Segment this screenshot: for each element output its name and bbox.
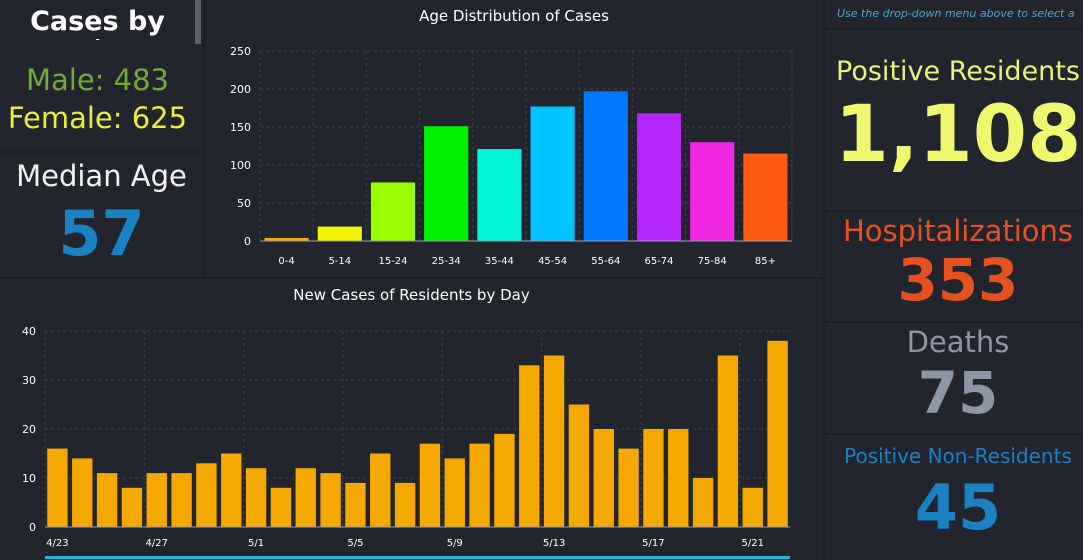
bar (519, 365, 540, 527)
median-age-panel: Median Age 57 (0, 153, 203, 277)
bar (320, 473, 341, 527)
x-tick-label: 75-84 (698, 256, 727, 267)
x-tick-label: 25-34 (432, 256, 461, 267)
x-tick-label: 5/17 (642, 538, 664, 549)
bar (196, 463, 217, 527)
gender-subtitle: - (95, 32, 100, 46)
bar (477, 149, 522, 241)
y-tick-label: 100 (230, 159, 251, 172)
bar (370, 182, 416, 241)
daily-cases-chart: 0 10 20 30 40 4/23 4/27 5/1 5/5 5/9 5/13 5/17 5/21 (22, 325, 790, 549)
x-tick-label: 0-4 (278, 256, 294, 267)
bar (245, 468, 267, 527)
bar (419, 443, 441, 527)
female-count: Female: 625 (7, 101, 188, 135)
hospitalizations-label: Hospitalizations (842, 214, 1074, 248)
x-tick-label: 4/27 (146, 538, 168, 549)
bar (444, 458, 465, 527)
x-tick-label: 55-64 (591, 256, 620, 267)
positive-non-residents-panel: Positive Non-Residents 45 (825, 435, 1083, 560)
bar (717, 355, 739, 527)
bar (636, 113, 682, 241)
bar (424, 126, 469, 241)
bar (583, 91, 628, 241)
bar (743, 153, 788, 241)
age-chart-title: Age Distribution of Cases (419, 7, 609, 25)
bar (146, 473, 167, 527)
bar (690, 142, 735, 241)
x-tick-label: 5/9 (447, 538, 463, 549)
scrollbar-thumb[interactable] (195, 0, 201, 44)
bar (171, 473, 192, 527)
bar (543, 355, 565, 527)
gender-panel: Cases by - Male: 483 Female: 625 (0, 0, 203, 151)
x-tick-label: 35-44 (485, 256, 514, 267)
x-tick-label: 4/23 (46, 538, 68, 549)
x-tick-label: 85+ (755, 256, 776, 267)
male-count: Male: 483 (25, 63, 170, 97)
x-tick-label: 45-54 (538, 256, 567, 267)
bar (618, 448, 639, 527)
positive-non-residents-label: Positive Non-Residents (844, 444, 1072, 468)
y-tick-label: 0 (244, 235, 251, 248)
bar (568, 404, 590, 527)
daily-chart-title: New Cases of Residents by Day (293, 286, 530, 304)
x-tick-label: 65-74 (644, 256, 673, 267)
age-distribution-panel: Age Distribution of Cases 0 50 100 150 200 25… (205, 0, 823, 277)
gender-title: Cases by (30, 6, 165, 37)
daily-cases-panel: New Cases of Residents by Day 0 10 20 30 40 4… (0, 279, 823, 560)
x-tick-label: 5-14 (328, 256, 351, 267)
bar (767, 340, 788, 527)
bar (121, 487, 143, 527)
chart-scrollbar[interactable] (45, 556, 790, 559)
x-tick-label: 5/5 (347, 538, 363, 549)
bar (742, 487, 763, 527)
median-age-value: 57 (58, 197, 145, 270)
bar (264, 237, 309, 241)
y-tick-label: 20 (22, 423, 36, 436)
positive-residents-label: Positive Residents (836, 56, 1080, 87)
deaths-panel: Deaths 75 (825, 323, 1083, 433)
bar (593, 429, 614, 527)
bar (494, 433, 515, 527)
bar (295, 468, 316, 527)
deaths-value: 75 (917, 359, 999, 427)
bar (692, 478, 714, 527)
y-tick-label: 40 (22, 325, 36, 338)
hint-panel: Use the drop-down menu above to select a (825, 0, 1083, 28)
y-tick-label: 30 (22, 374, 36, 387)
y-tick-label: 10 (22, 472, 36, 485)
x-tick-label: 5/21 (742, 538, 764, 549)
hospitalizations-panel: Hospitalizations 353 (825, 212, 1083, 321)
bar (47, 448, 68, 527)
deaths-label: Deaths (906, 325, 1010, 359)
x-tick-label: 5/13 (543, 538, 565, 549)
x-tick-label: 5/1 (248, 538, 264, 549)
median-age-label: Median Age (16, 159, 187, 193)
bar (317, 226, 362, 241)
y-tick-label: 0 (29, 521, 36, 534)
bar (668, 429, 689, 527)
bar (96, 473, 118, 527)
bar (394, 482, 416, 527)
x-tick-label: 15-24 (378, 256, 407, 267)
bar (221, 453, 242, 527)
bar (530, 106, 575, 241)
hospitalizations-value: 353 (897, 246, 1019, 314)
bar (469, 443, 490, 527)
y-tick-label: 250 (230, 45, 251, 58)
age-distribution-chart: 0 50 100 150 200 250 0-4 5-14 15-24 25-34 35-44 45-… (230, 45, 793, 267)
bar (270, 487, 292, 527)
positive-residents-panel: Positive Residents 1,108 (825, 30, 1083, 210)
bar (370, 453, 391, 527)
y-tick-label: 200 (230, 83, 251, 96)
bar (72, 458, 93, 527)
y-tick-label: 150 (230, 121, 251, 134)
positive-residents-value: 1,108 (834, 90, 1082, 180)
y-tick-label: 50 (237, 197, 251, 210)
hint-text: Use the drop-down menu above to select a (837, 7, 1075, 20)
positive-non-residents-value: 45 (914, 471, 1002, 544)
bar (643, 429, 664, 527)
bar (345, 482, 366, 527)
